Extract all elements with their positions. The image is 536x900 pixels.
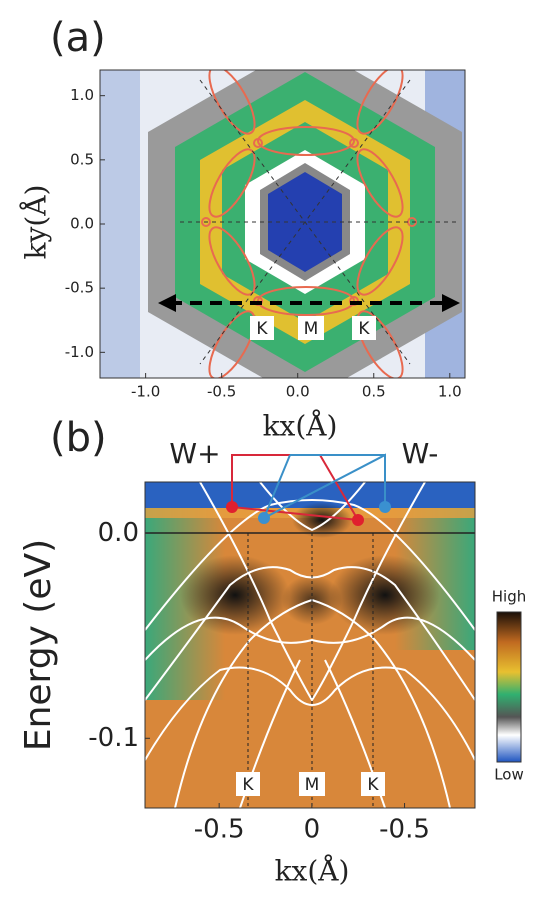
x-tick-label: -0.5	[207, 383, 236, 401]
panel-b: (b)	[18, 415, 526, 888]
x-tick-label: 1.0	[438, 383, 462, 401]
panel-label: (b)	[50, 415, 107, 461]
y-tick-label: -0.1	[88, 723, 139, 753]
y-tick-label: 0.0	[98, 518, 139, 548]
y-axis-label: ky(Å)	[20, 185, 53, 260]
y-tick-label: 0.0	[70, 215, 94, 233]
x-tick-label: -0.5	[379, 815, 430, 845]
x-axis-label: kx(Å)	[275, 855, 350, 888]
y-axis-label: Energy (eV)	[18, 539, 59, 751]
x-tick-label: -1.0	[131, 383, 160, 401]
colorbar	[496, 611, 522, 763]
k-label: K	[358, 319, 370, 339]
x-tick-label: -0.5	[194, 815, 245, 845]
panel-a: (a)	[20, 15, 466, 443]
colorbar-high: High	[492, 588, 526, 606]
x-tick-label: 0.5	[362, 383, 386, 401]
y-tick-label: -0.5	[65, 279, 94, 297]
k-label: K	[367, 775, 379, 795]
w-minus-label: W-	[402, 437, 439, 470]
colorbar-low: Low	[494, 766, 524, 784]
x-tick-label: 0	[304, 815, 321, 845]
m-label: M	[304, 319, 319, 339]
panel-label: (a)	[50, 15, 106, 61]
band-map	[145, 482, 475, 808]
y-tick-label: 0.5	[70, 150, 94, 168]
m-label: M	[305, 775, 320, 795]
x-axis-label: kx(Å)	[263, 410, 338, 443]
x-tick-label: 0.0	[286, 383, 310, 401]
fermi-map	[100, 70, 465, 378]
k-path-arrow	[158, 294, 460, 312]
y-tick-label: 1.0	[70, 86, 94, 104]
weyl-points	[226, 453, 391, 526]
k-label: K	[256, 319, 268, 339]
y-tick-label: -1.0	[65, 343, 94, 361]
w-plus-label: W+	[169, 437, 220, 470]
k-label: K	[242, 775, 254, 795]
